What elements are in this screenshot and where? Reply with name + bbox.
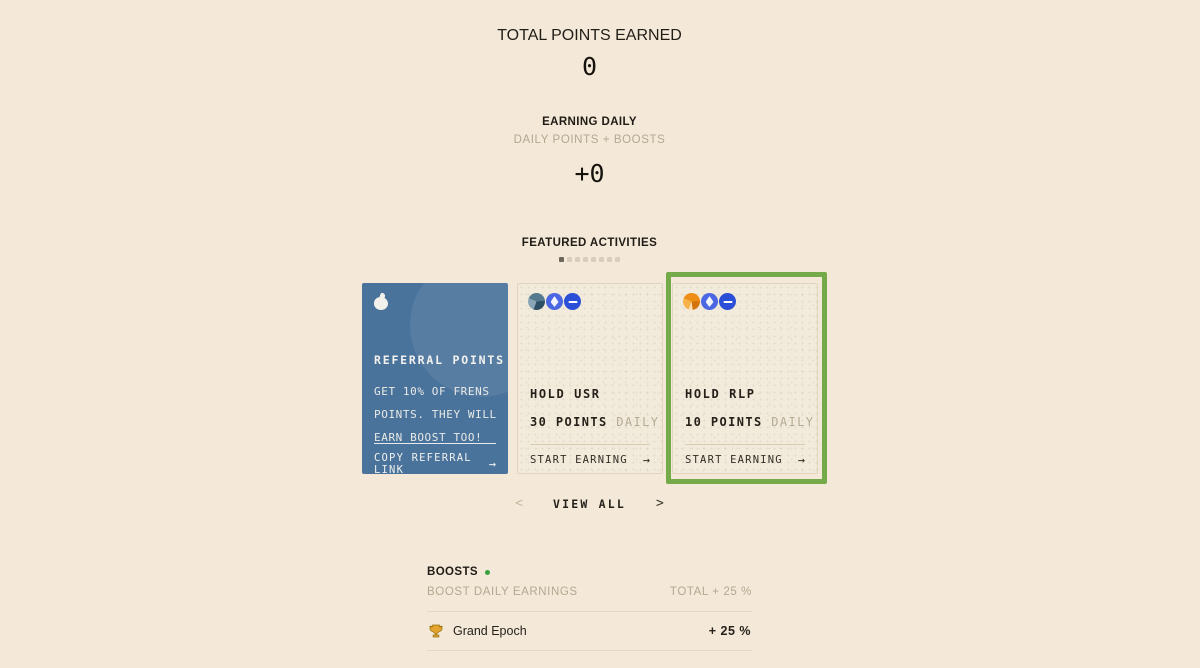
earning-daily-label: EARNING DAILY [0,112,1179,130]
card-description-line: EARN BOOST TOO! [374,431,483,444]
chevron-left-icon[interactable]: < [515,496,523,511]
card-hold-usr[interactable]: HOLD USR 30 POINTS DAILY START EARNING → [517,283,663,474]
card-title: REFERRAL POINTS [374,353,505,367]
points-cadence: DAILY [616,415,660,429]
featured-activities-title-text: FEATURED ACTIVITIES [521,237,658,249]
card-divider [685,444,805,445]
cta-label: COPY REFERRAL LINK [374,452,472,476]
start-earning-button[interactable]: START EARNING → [530,453,650,467]
eth-token-icon [546,293,563,310]
boost-name: Grand Epoch [453,624,527,638]
carousel-dot[interactable] [599,257,604,262]
total-points-label: TOTAL POINTS EARNED [497,27,682,44]
carousel-dot[interactable] [591,257,596,262]
arrow-right-icon: → [488,457,496,471]
earning-daily-label-text: EARNING DAILY [542,116,637,128]
eth-token-icon [701,293,718,310]
boosts-subheader: BOOST DAILY EARNINGS TOTAL + 25 % [427,586,752,598]
card-points: 10 POINTS DAILY [685,415,814,429]
carousel-dot[interactable] [559,257,564,262]
trophy-icon [429,624,443,638]
carousel-pager: < VIEW ALL > [0,496,1179,511]
card-points: 30 POINTS DAILY [530,415,659,429]
total-points-value: 0 [581,52,598,81]
boosts-title: BOOSTS [427,566,478,578]
card-divider [374,443,496,444]
points-value: 30 POINTS [530,415,608,429]
earning-daily-sublabel: DAILY POINTS + BOOSTS [513,134,666,146]
carousel-dot[interactable] [567,257,572,262]
boosts-header: BOOSTS [427,566,752,578]
arrow-right-icon: → [642,453,650,467]
card-description-line: POINTS. THEY WILL [374,408,497,421]
active-status-dot [484,570,490,575]
card-referral-points[interactable]: REFERRAL POINTS GET 10% OF FRENS POINTS.… [362,283,508,476]
activity-cards-row: REFERRAL POINTS GET 10% OF FRENS POINTS.… [362,283,818,476]
start-earning-button[interactable]: START EARNING → [685,453,805,467]
carousel-dot[interactable] [583,257,588,262]
points-cadence: DAILY [771,415,815,429]
token-icons [528,293,582,310]
boost-value: + 25 % [708,624,751,638]
money-bag-icon [374,292,390,310]
carousel-dot[interactable] [575,257,580,262]
carousel-dot[interactable] [607,257,612,262]
boosts-total: TOTAL + 25 % [669,586,752,598]
view-all-button[interactable]: VIEW ALL [553,496,626,511]
chevron-right-icon[interactable]: > [656,496,664,511]
arrow-right-icon: → [797,453,805,467]
card-title: HOLD USR [530,387,601,401]
usr-token-icon [528,293,545,310]
boosts-subtitle: BOOST DAILY EARNINGS [427,586,578,598]
dash-token-icon [564,293,581,310]
card-description: GET 10% OF FRENS POINTS. THEY WILL EARN … [374,380,497,449]
copy-referral-link-button[interactable]: COPY REFERRAL LINK → [374,452,496,476]
boost-row-grand-epoch[interactable]: Grand Epoch + 25 % [427,611,752,651]
earning-daily-value: +0 [574,159,605,188]
points-value: 10 POINTS [685,415,763,429]
card-hold-rlp[interactable]: HOLD RLP 10 POINTS DAILY START EARNING → [672,283,818,474]
rlp-token-icon [683,293,700,310]
carousel-dot[interactable] [615,257,620,262]
card-divider [530,444,650,445]
carousel-dots [0,257,1179,262]
token-icons [683,293,737,310]
cta-label: START EARNING [685,454,783,466]
boosts-section: BOOSTS BOOST DAILY EARNINGS TOTAL + 25 %… [427,566,752,651]
card-description-line: GET 10% OF FRENS [374,385,490,398]
cta-label: START EARNING [530,454,628,466]
card-title: HOLD RLP [685,387,756,401]
featured-activities-title: FEATURED ACTIVITIES [0,233,1179,251]
dash-token-icon [719,293,736,310]
